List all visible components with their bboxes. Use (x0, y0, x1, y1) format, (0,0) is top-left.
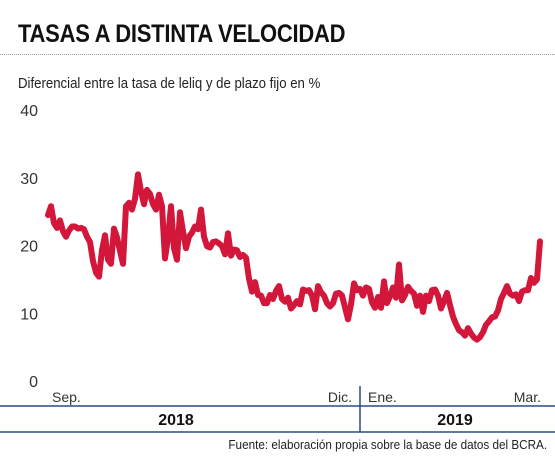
y-tick-label: 10 (20, 306, 38, 323)
year-label: 2018 (158, 412, 194, 429)
x-tick-label: Sep. (52, 389, 81, 405)
title-divider (0, 54, 555, 55)
y-tick-label: 20 (20, 239, 38, 256)
year-labels: 2018 2019 (158, 412, 473, 429)
year-label: 2019 (437, 412, 473, 429)
x-tick-label: Dic. (328, 389, 352, 405)
y-tick-label: 30 (20, 171, 38, 188)
chart-title: TASAS A DISTINTA VELOCIDAD (18, 20, 346, 48)
y-tick-label: 0 (29, 374, 38, 391)
x-tick-label: Mar. (514, 389, 541, 405)
x-axis (0, 386, 555, 433)
x-tick-label: Ene. (368, 389, 397, 405)
series-line (45, 171, 543, 343)
x-axis-ticks: Sep. Dic. Ene. Mar. (52, 389, 541, 405)
chart-subtitle: Diferencial entre la tasa de leliq y de … (18, 75, 321, 92)
y-axis-ticks: 0 10 20 30 40 (20, 103, 38, 391)
source-note: Fuente: elaboración propia sobre la base… (228, 437, 547, 452)
y-tick-label: 40 (20, 103, 38, 120)
